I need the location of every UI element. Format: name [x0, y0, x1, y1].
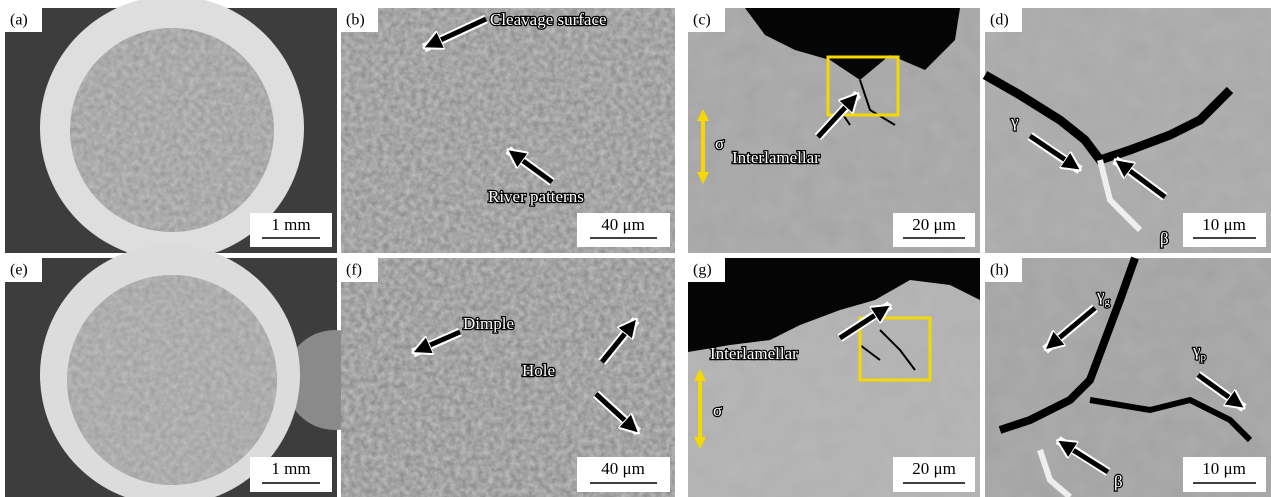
phase-subscript: g [1105, 296, 1111, 308]
panel-label: (e) [10, 262, 28, 279]
annotation: σ [713, 401, 722, 420]
panel-label: (c) [693, 12, 711, 29]
panel-label: (d) [990, 12, 1009, 29]
panel-e: (e) 1 mm [5, 245, 385, 497]
scale-bar: 1 mm [271, 459, 310, 478]
panel-d: (d) γ β 10 μm [985, 8, 1271, 253]
panel-label: (f) [346, 262, 362, 279]
annotation: Dimple [463, 314, 514, 333]
annotation: Interlamellar [732, 148, 820, 167]
panel-a: (a) 1 mm [5, 0, 337, 260]
figure: (a) 1 mm (b) Cleavage surface River patt… [0, 0, 1271, 497]
annotation: γ [1010, 112, 1019, 131]
panel-label: (h) [990, 262, 1009, 279]
scale-bar: 1 mm [271, 215, 310, 234]
annotation: Cleavage surface [490, 10, 607, 29]
annotation: River patterns [488, 187, 584, 206]
scale-bar: 20 μm [912, 215, 956, 234]
annotation: Hole [522, 361, 555, 380]
panel-label: (g) [693, 262, 712, 279]
panel-g: (g) Interlamellar σ 20 μm [688, 258, 980, 497]
annotation: β [1160, 229, 1169, 248]
annotation: Interlamellar [710, 344, 798, 363]
scale-bar: 10 μm [1202, 459, 1246, 478]
phase-subscript: p [1201, 351, 1207, 363]
panel-b: (b) Cleavage surface River patterns 40 μ… [341, 8, 675, 253]
panel-h: (h) γg γp β 10 μm [985, 258, 1271, 497]
panel-c: (c) Interlamellar σ 20 μm [688, 8, 980, 253]
scale-bar: 10 μm [1202, 215, 1246, 234]
scale-bar: 40 μm [601, 215, 645, 234]
panel-label: (a) [10, 12, 28, 29]
scale-bar: 40 μm [601, 459, 645, 478]
annotation: β [1114, 472, 1123, 491]
panel-f: (f) Dimple Hole 40 μm [341, 258, 675, 497]
panel-label: (b) [346, 12, 365, 29]
scale-bar: 20 μm [912, 459, 956, 478]
annotation: σ [715, 134, 724, 153]
